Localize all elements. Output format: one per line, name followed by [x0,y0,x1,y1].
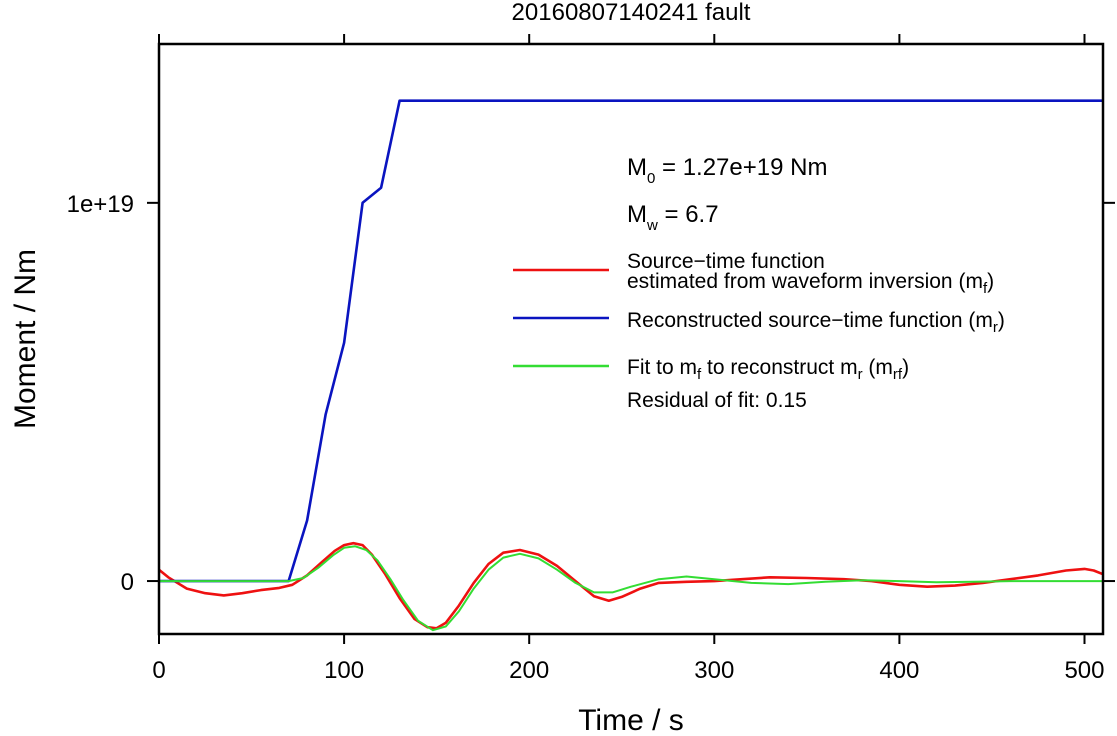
x-tick-label: 200 [509,657,549,684]
x-tick-label: 500 [1064,657,1104,684]
series-line-mf [158,541,1104,630]
series-line-mrf [159,545,1103,632]
legend-mr-line1: Reconstructed source−time function (mr) [627,309,1005,336]
x-tick-label: 400 [879,657,919,684]
series-lines [158,99,1104,632]
x-axis-label: Time / s [578,704,684,736]
x-tick-label: 100 [324,657,364,684]
m0-annotation: M0 = 1.27e+19 Nm [627,154,827,187]
y-tick-label: 1e+19 [67,191,134,218]
series-line-mr [159,99,1103,583]
legend: Source−time function estimated from wave… [513,250,1005,412]
y-tick-label: 0 [121,569,134,596]
y-axis-label: Moment / Nm [9,249,42,429]
x-tick-label: 0 [152,657,165,684]
legend-mf-line1: Source−time function [627,250,825,273]
plot-frame [157,42,1105,636]
legend-mf-line2: estimated from waveform inversion (mf) [627,270,994,297]
x-axis: 0 100 200 300 400 500 [152,34,1105,684]
residual-annotation: Residual of fit: 0.15 [627,389,807,412]
mw-annotation: Mw = 6.7 [627,201,719,234]
chart-title: 20160807140241 fault [512,0,751,26]
legend-mrf-line1: Fit to mf to reconstruct mr (mrf) [627,356,909,383]
x-tick-label: 300 [694,657,734,684]
y-axis: 0 1e+19 [67,191,1115,596]
